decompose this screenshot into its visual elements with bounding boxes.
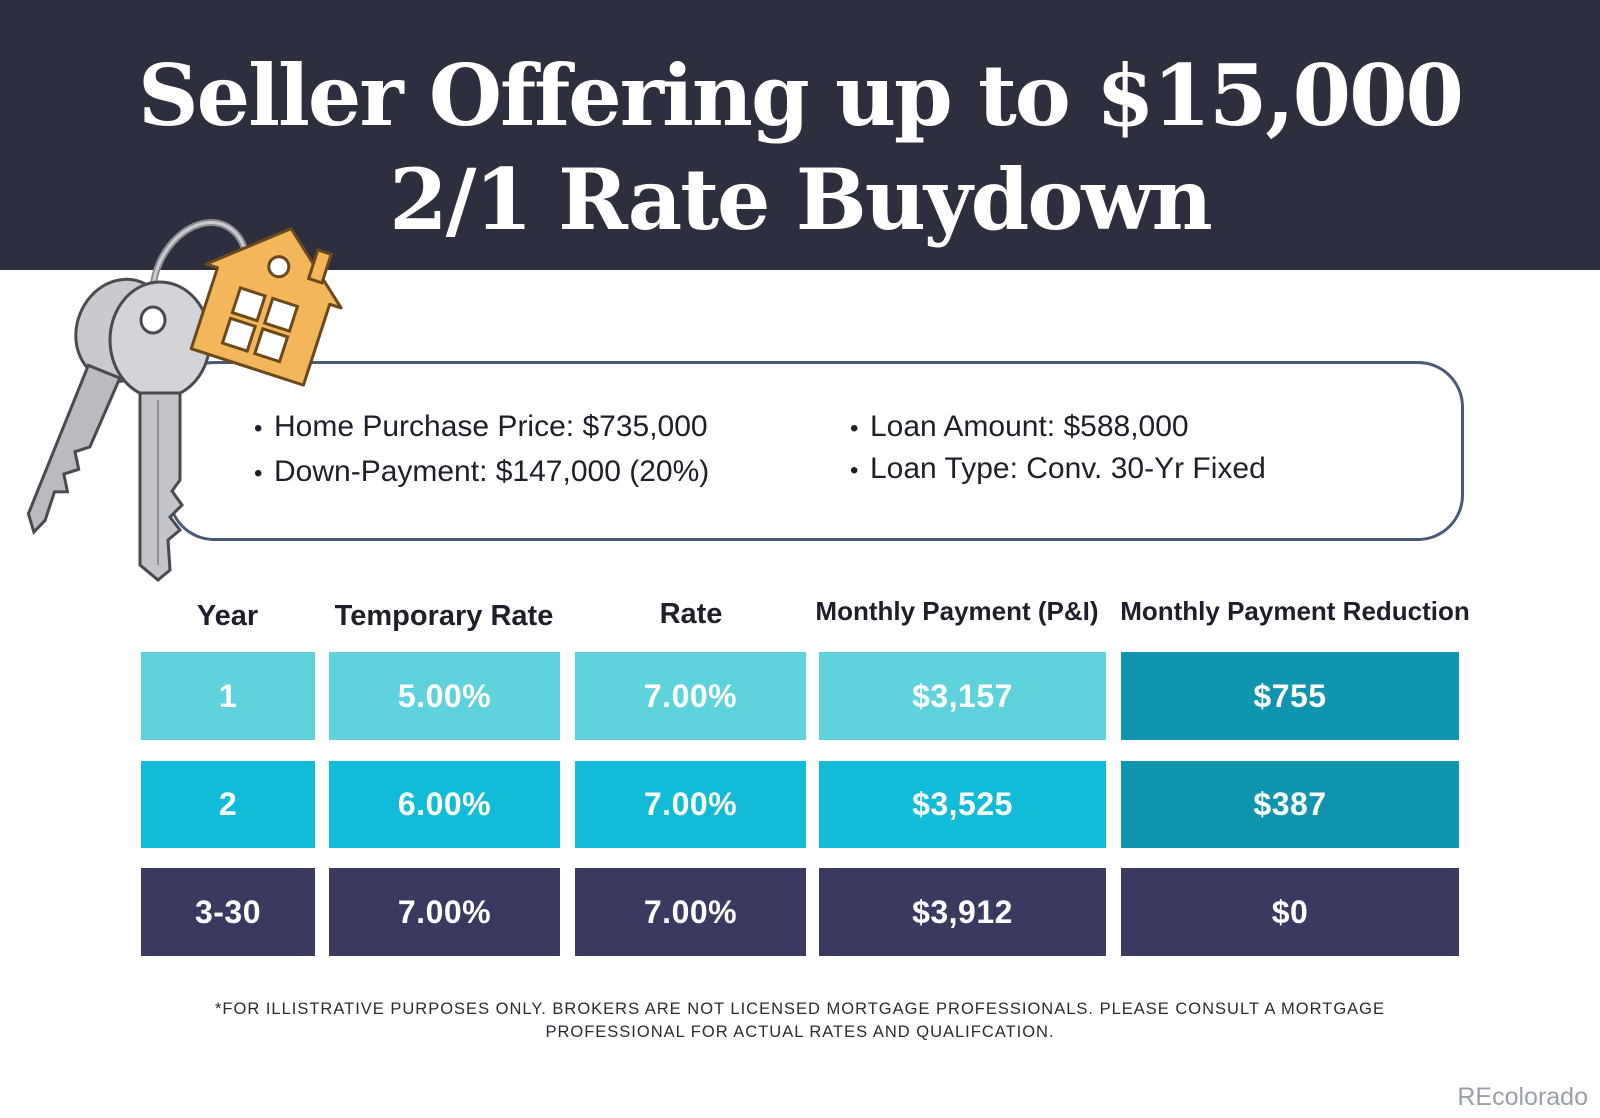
table-cell-rate: 7.00% [575, 868, 806, 956]
recolorado-watermark: REcolorado [1457, 1083, 1588, 1111]
table-cell-rate: 7.00% [575, 761, 806, 848]
header-temporary-rate: Temporary Rate [334, 600, 554, 632]
table-cell-reduction: $755 [1121, 652, 1459, 740]
disclaimer: *FOR ILLISTRATIVE PURPOSES ONLY. BROKERS… [150, 998, 1450, 1044]
header-monthly-payment: Monthly Payment (P&I) [815, 596, 1099, 626]
title-line-1: Seller Offering up to $15,000 [137, 46, 1464, 145]
table-cell-reduction: $387 [1121, 761, 1459, 848]
table-cell-monthly-payment: $3,157 [819, 652, 1106, 740]
table-cell-rate: 7.00% [575, 652, 806, 740]
disclaimer-line-2: PROFESSIONAL FOR ACTUAL RATES AND QUALIF… [545, 1023, 1055, 1041]
table-cell-year: 2 [141, 761, 315, 848]
table-cell-reduction: $0 [1121, 868, 1459, 956]
disclaimer-line-1: *FOR ILLISTRATIVE PURPOSES ONLY. BROKERS… [214, 1000, 1385, 1018]
table-cell-year: 3-30 [141, 868, 315, 956]
loan-details-box [168, 361, 1464, 541]
title-line-2: 2/1 Rate Buydown [389, 150, 1213, 249]
detail-down-payment: • Down-Payment: $147,000 (20%) [254, 455, 710, 488]
detail-purchase-price: • Home Purchase Price: $735,000 [254, 410, 708, 443]
table-cell-temporary-rate: 5.00% [329, 652, 560, 740]
header-banner [0, 0, 1600, 270]
detail-loan-amount: • Loan Amount: $588,000 [850, 410, 1189, 443]
detail-loan-type: • Loan Type: Conv. 30-Yr Fixed [850, 452, 1266, 485]
table-cell-year: 1 [141, 652, 315, 740]
header-year: Year [196, 600, 259, 632]
table-cell-monthly-payment: $3,525 [819, 761, 1106, 848]
header-monthly-payment-reduction: Monthly Payment Reduction [1120, 596, 1470, 626]
table-cell-temporary-rate: 6.00% [329, 761, 560, 848]
table-cell-temporary-rate: 7.00% [329, 868, 560, 956]
house-keychain-keys-icon [26, 219, 343, 582]
header-rate: Rate [659, 598, 723, 630]
table-cell-monthly-payment: $3,912 [819, 868, 1106, 956]
